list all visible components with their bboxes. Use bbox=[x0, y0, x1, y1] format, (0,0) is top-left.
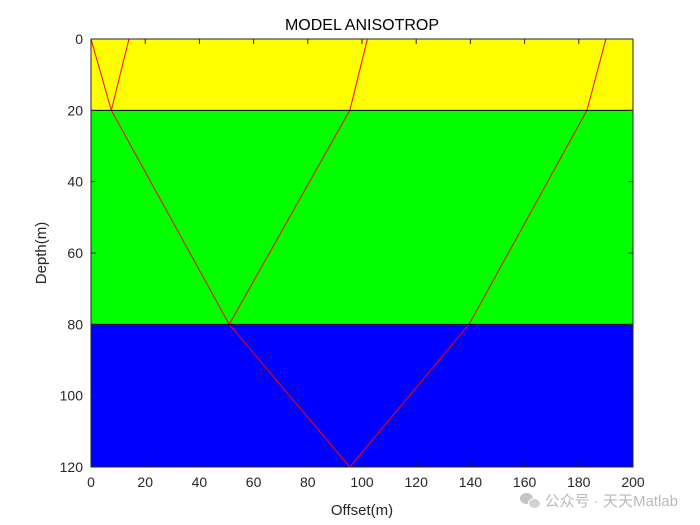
y-axis-label: Depth(m) bbox=[33, 222, 50, 285]
wechat-icon bbox=[519, 493, 541, 509]
interfaces bbox=[91, 109, 633, 325]
y-tick-label: 100 bbox=[60, 388, 84, 404]
y-tick-label: 0 bbox=[75, 31, 83, 47]
x-tick-label: 160 bbox=[513, 474, 537, 490]
chart-title: MODEL ANISOTROP bbox=[285, 17, 439, 34]
watermark-text: 公众号 · 天天Matlab bbox=[544, 493, 678, 510]
watermark: 公众号 · 天天Matlab bbox=[519, 490, 678, 511]
x-axis: 0 20 40 60 80 100 120 140 160 180 200 bbox=[87, 39, 645, 490]
layer-3 bbox=[91, 324, 633, 467]
y-tick-label: 80 bbox=[67, 316, 83, 332]
x-tick-label: 20 bbox=[137, 474, 153, 490]
y-tick-label: 60 bbox=[67, 245, 83, 261]
x-tick-label: 200 bbox=[621, 474, 645, 490]
x-tick-label: 100 bbox=[350, 474, 374, 490]
x-tick-label: 180 bbox=[567, 474, 591, 490]
x-tick-label: 40 bbox=[192, 474, 208, 490]
x-tick-label: 120 bbox=[405, 474, 429, 490]
x-tick-label: 60 bbox=[246, 474, 262, 490]
x-tick-label: 0 bbox=[87, 474, 95, 490]
layers bbox=[91, 39, 633, 467]
x-axis-label: Offset(m) bbox=[331, 502, 393, 519]
x-tick-label: 80 bbox=[300, 474, 316, 490]
layer-1 bbox=[91, 39, 633, 111]
x-tick-label: 140 bbox=[459, 474, 483, 490]
y-tick-label: 40 bbox=[67, 174, 83, 190]
y-tick-label: 120 bbox=[60, 459, 84, 475]
layer-2 bbox=[91, 110, 633, 325]
y-axis: 0 20 40 60 80 100 120 bbox=[60, 31, 633, 475]
y-tick-label: 20 bbox=[67, 102, 83, 118]
